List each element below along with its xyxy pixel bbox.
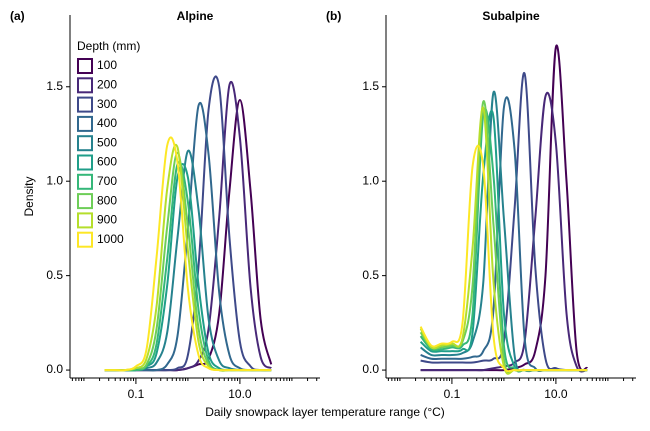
y-tick-label: 1.0 [46, 173, 63, 187]
legend-swatch [77, 58, 93, 74]
density-line [104, 162, 272, 372]
density-line [104, 161, 272, 372]
legend-swatch [77, 212, 93, 229]
y-tick-label: 0.5 [46, 268, 63, 282]
legend-label: 1000 [97, 232, 124, 246]
legend-label: 700 [97, 174, 117, 188]
legend-title: Depth (mm) [77, 39, 140, 53]
y-tick-label: 1.5 [362, 79, 379, 93]
x-tick-label: 0.1 [444, 387, 461, 401]
legend-label: 200 [97, 77, 117, 91]
x-axis-label: Daily snowpack layer temperature range (… [205, 405, 445, 419]
legend-swatch [77, 77, 93, 94]
x-tick-label: 10.0 [544, 387, 568, 401]
legend-label: 900 [97, 213, 117, 227]
legend-label: 800 [97, 193, 117, 207]
legend-swatch [77, 154, 93, 171]
density-line [104, 136, 272, 372]
y-tick-label: 0.5 [362, 268, 379, 282]
x-tick-label: 10.0 [228, 387, 252, 401]
y-tick-label: 1.0 [362, 173, 379, 187]
legend-label: 400 [97, 116, 117, 130]
legend-swatch [77, 193, 93, 210]
panel-label: (a) [10, 9, 25, 23]
panel-label: (b) [326, 9, 341, 23]
density-line [419, 144, 588, 373]
panel-title: Subalpine [482, 9, 540, 23]
legend-swatch [77, 115, 93, 132]
panel-title: Alpine [177, 9, 214, 23]
y-tick-label: 0.0 [362, 362, 379, 376]
legend-label: 300 [97, 97, 117, 111]
legend-swatch [77, 231, 93, 248]
density-line [420, 91, 588, 373]
legend-label: 100 [97, 58, 117, 72]
legend-swatch [77, 135, 93, 152]
legend-swatch [77, 173, 93, 190]
density-line [104, 151, 272, 372]
y-axis-label: Density [22, 176, 36, 216]
density-line [420, 72, 588, 372]
x-tick-label: 0.1 [128, 387, 145, 401]
legend-label: 600 [97, 155, 117, 169]
legend-swatch [77, 96, 93, 113]
y-tick-label: 1.5 [46, 79, 63, 93]
y-tick-label: 0.0 [46, 362, 63, 376]
legend-label: 500 [97, 135, 117, 149]
